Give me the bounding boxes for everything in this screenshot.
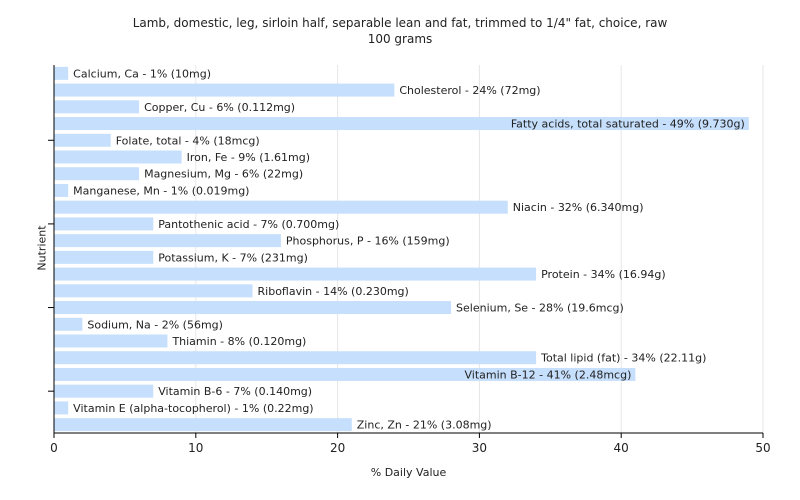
bar-label: Iron, Fe - 9% (1.61mg) bbox=[187, 151, 310, 164]
bar bbox=[54, 418, 352, 432]
x-tick-label: 30 bbox=[472, 441, 487, 455]
bar-label: Thiamin - 8% (0.120mg) bbox=[171, 335, 306, 348]
bar bbox=[54, 367, 636, 381]
bar-label: Niacin - 32% (6.340mg) bbox=[513, 201, 644, 214]
bar-label: Magnesium, Mg - 6% (22mg) bbox=[144, 168, 303, 181]
bar bbox=[54, 234, 281, 248]
bar-label: Potassium, K - 7% (231mg) bbox=[158, 251, 308, 264]
bar bbox=[54, 250, 154, 264]
bar bbox=[54, 351, 537, 365]
bar-label: Riboflavin - 14% (0.230mg) bbox=[258, 285, 409, 298]
bar-label: Cholesterol - 24% (72mg) bbox=[399, 84, 540, 97]
bar-label: Vitamin B-6 - 7% (0.140mg) bbox=[158, 385, 312, 398]
x-tick-label: 20 bbox=[330, 441, 345, 455]
bar bbox=[54, 217, 154, 231]
bar bbox=[54, 334, 168, 348]
bar-label: Zinc, Zn - 21% (3.08mg) bbox=[357, 419, 492, 432]
x-axis-label: % Daily Value bbox=[370, 466, 447, 479]
bar-label: Manganese, Mn - 1% (0.019mg) bbox=[73, 184, 249, 197]
x-tick-label: 10 bbox=[188, 441, 203, 455]
bar bbox=[54, 284, 253, 298]
x-tick-label: 40 bbox=[614, 441, 629, 455]
bar bbox=[54, 401, 69, 415]
bar bbox=[54, 167, 140, 181]
bar-label: Copper, Cu - 6% (0.112mg) bbox=[144, 101, 295, 114]
chart-title: Lamb, domestic, leg, sirloin half, separ… bbox=[132, 16, 668, 30]
bar-label: Vitamin B-12 - 41% (2.48mcg) bbox=[465, 368, 632, 381]
bar bbox=[54, 200, 508, 214]
bar bbox=[54, 301, 452, 315]
bar bbox=[54, 317, 83, 331]
bar-label: Phosphorus, P - 16% (159mg) bbox=[286, 235, 450, 248]
bar-label: Pantothenic acid - 7% (0.700mg) bbox=[158, 218, 339, 231]
bar bbox=[54, 267, 537, 281]
bar-label: Vitamin E (alpha-tocopherol) - 1% (0.22m… bbox=[73, 402, 313, 415]
bar-label: Sodium, Na - 2% (56mg) bbox=[87, 318, 223, 331]
bar-label: Folate, total - 4% (18mcg) bbox=[116, 134, 260, 147]
bar bbox=[54, 133, 111, 147]
bar-label: Fatty acids, total saturated - 49% (9.73… bbox=[511, 118, 745, 131]
bar bbox=[54, 183, 69, 197]
bar bbox=[54, 150, 182, 164]
chart-subtitle: 100 grams bbox=[367, 32, 433, 46]
bar bbox=[54, 384, 154, 398]
bar bbox=[54, 100, 140, 114]
bar-label: Selenium, Se - 28% (19.6mcg) bbox=[456, 302, 624, 315]
bar-label: Calcium, Ca - 1% (10mg) bbox=[73, 67, 211, 80]
bar bbox=[54, 66, 69, 80]
bar-label: Total lipid (fat) - 34% (22.11g) bbox=[540, 352, 706, 365]
bar bbox=[54, 117, 749, 131]
bar bbox=[54, 83, 395, 97]
y-axis-label: Nutrient bbox=[35, 225, 49, 271]
x-tick-label: 50 bbox=[755, 441, 770, 455]
bar-label: Protein - 34% (16.94g) bbox=[541, 268, 666, 281]
x-tick-label: 0 bbox=[50, 441, 58, 455]
